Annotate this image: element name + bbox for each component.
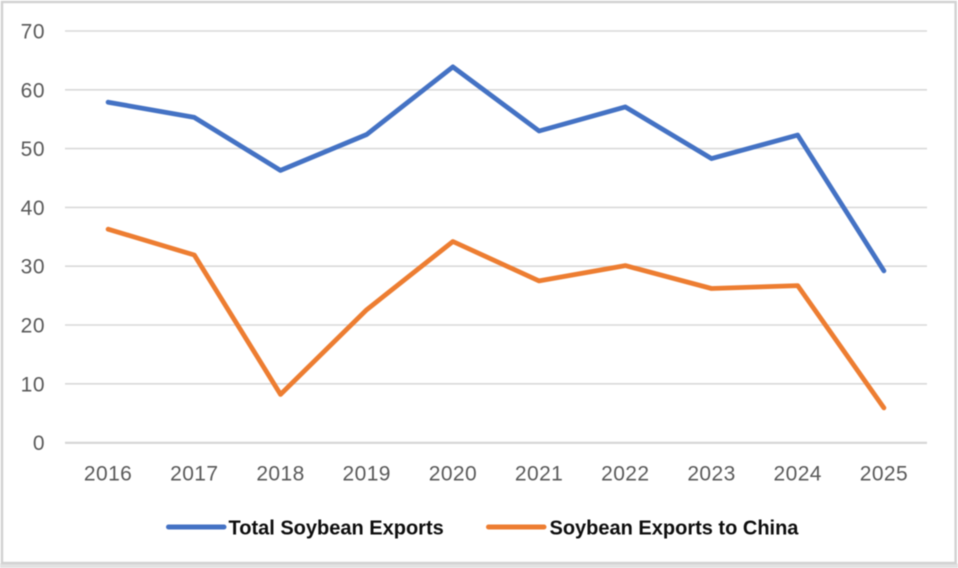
svg-text:10: 10 [21, 373, 45, 396]
svg-text:2016: 2016 [84, 463, 132, 486]
svg-text:2021: 2021 [515, 463, 563, 486]
svg-text:2022: 2022 [601, 463, 649, 486]
svg-text:2019: 2019 [343, 463, 391, 486]
svg-text:0: 0 [33, 432, 45, 455]
svg-text:50: 50 [21, 138, 45, 161]
svg-text:60: 60 [21, 79, 45, 102]
svg-text:2017: 2017 [170, 463, 218, 486]
svg-text:2024: 2024 [774, 463, 822, 486]
svg-text:2018: 2018 [256, 463, 304, 486]
svg-text:2025: 2025 [860, 463, 908, 486]
svg-text:2020: 2020 [429, 463, 477, 486]
svg-text:2023: 2023 [687, 463, 735, 486]
svg-text:70: 70 [21, 21, 45, 44]
svg-text:Soybean Exports to China: Soybean Exports to China [550, 518, 800, 540]
svg-text:20: 20 [21, 315, 45, 338]
svg-text:Total Soybean Exports: Total Soybean Exports [229, 518, 444, 540]
svg-text:40: 40 [21, 197, 45, 220]
svg-text:30: 30 [21, 256, 45, 279]
